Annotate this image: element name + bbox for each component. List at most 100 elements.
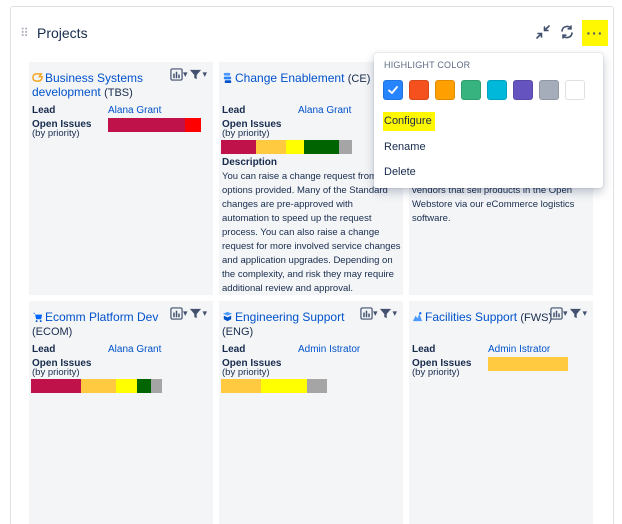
facilities-icon bbox=[412, 312, 423, 322]
by-priority-label: (by priority) bbox=[222, 128, 270, 139]
project-name[interactable]: Change Enablement bbox=[235, 71, 345, 85]
service-desk-icon bbox=[223, 72, 232, 83]
description-line: process. You can also raise a change bbox=[222, 227, 380, 238]
priority-segment[interactable] bbox=[338, 140, 352, 154]
menu-item-configure[interactable]: Configure bbox=[374, 112, 603, 131]
lead-label: Lead bbox=[32, 344, 56, 355]
lead-label: Lead bbox=[412, 344, 436, 355]
priority-segment[interactable] bbox=[108, 118, 186, 132]
priority-segment[interactable] bbox=[286, 140, 304, 154]
chart-dropdown[interactable]: ▾ bbox=[550, 307, 568, 320]
chevron-down-icon: ▾ bbox=[182, 308, 188, 318]
lead-link[interactable]: Alana Grant bbox=[298, 105, 352, 116]
color-swatch[interactable] bbox=[409, 80, 429, 100]
priority-bar[interactable] bbox=[221, 140, 352, 154]
description-line: changes are pre-approved with bbox=[222, 199, 353, 210]
check-icon bbox=[388, 86, 398, 94]
filter-dropdown[interactable]: ▾ bbox=[569, 307, 587, 320]
project-card-tbs: Business Systems development (TBS) ▾ ▾ L… bbox=[29, 62, 213, 295]
chevron-down-icon: ▾ bbox=[562, 308, 568, 318]
project-key: (ECOM) bbox=[32, 326, 73, 338]
priority-segment[interactable] bbox=[116, 379, 138, 393]
priority-segment[interactable] bbox=[31, 379, 81, 393]
by-priority-label: (by priority) bbox=[32, 128, 80, 139]
bar-chart-icon bbox=[170, 68, 183, 81]
open-issues-label: Open Issues bbox=[222, 358, 282, 369]
project-title[interactable]: Engineering Support (ENG) bbox=[222, 310, 372, 339]
menu-item-rename[interactable]: Rename bbox=[384, 141, 426, 153]
filter-icon bbox=[190, 308, 202, 319]
priority-bar[interactable] bbox=[31, 379, 162, 393]
project-icon bbox=[32, 73, 43, 82]
lead-link[interactable]: Admin Istrator bbox=[298, 344, 361, 355]
filter-icon bbox=[190, 69, 202, 80]
color-swatch[interactable] bbox=[565, 80, 585, 100]
priority-segment[interactable] bbox=[221, 140, 257, 154]
engineering-icon bbox=[222, 311, 233, 322]
description-line: Webstore via our eCommerce logistics bbox=[412, 199, 575, 210]
project-description: You can raise a change request from optio… bbox=[222, 170, 400, 295]
project-title[interactable]: Change Enablement (CE) bbox=[222, 71, 372, 86]
chart-dropdown[interactable]: ▾ bbox=[360, 307, 378, 320]
priority-segment[interactable] bbox=[303, 140, 339, 154]
chevron-down-icon: ▾ bbox=[202, 308, 207, 318]
drag-handle-icon[interactable]: ⠿ bbox=[20, 26, 29, 40]
priority-bar[interactable] bbox=[221, 379, 327, 393]
open-issues-label: Open Issues bbox=[222, 119, 282, 130]
color-swatch[interactable] bbox=[487, 80, 507, 100]
lead-link[interactable]: Admin Istrator bbox=[488, 344, 551, 355]
filter-dropdown[interactable]: ▾ bbox=[189, 68, 207, 81]
description-line: automation to speed up the request bbox=[222, 213, 372, 224]
chevron-down-icon: ▾ bbox=[202, 69, 207, 79]
by-priority-label: (by priority) bbox=[412, 367, 460, 378]
priority-segment[interactable] bbox=[256, 140, 287, 154]
priority-segment[interactable] bbox=[185, 118, 201, 132]
by-priority-label: (by priority) bbox=[222, 367, 270, 378]
filter-dropdown[interactable]: ▾ bbox=[189, 307, 207, 320]
priority-segment[interactable] bbox=[306, 379, 327, 393]
chevron-down-icon: ▾ bbox=[372, 308, 378, 318]
description-label: Description bbox=[222, 157, 278, 168]
color-swatch[interactable] bbox=[435, 80, 455, 100]
color-swatches bbox=[383, 80, 585, 100]
project-name[interactable]: Engineering Support bbox=[235, 310, 345, 324]
chart-dropdown[interactable]: ▾ bbox=[170, 307, 188, 320]
priority-bar[interactable] bbox=[488, 357, 568, 371]
bar-chart-icon bbox=[360, 307, 373, 320]
priority-segment[interactable] bbox=[151, 379, 162, 393]
priority-segment[interactable] bbox=[488, 357, 568, 371]
highlight-color-heading: HIGHLIGHT COLOR bbox=[384, 60, 471, 70]
project-description: vendors that sell products in the Open We… bbox=[412, 184, 574, 226]
menu-item-delete[interactable]: Delete bbox=[384, 166, 416, 178]
color-swatch[interactable] bbox=[539, 80, 559, 100]
project-name[interactable]: Ecomm Platform Dev bbox=[45, 310, 159, 324]
description-line: options provided. Many of the Standard bbox=[222, 185, 388, 196]
color-swatch[interactable] bbox=[513, 80, 533, 100]
chevron-down-icon: ▾ bbox=[182, 69, 188, 79]
project-key: (TBS) bbox=[104, 87, 133, 99]
refresh-icon[interactable] bbox=[555, 20, 579, 44]
priority-segment[interactable] bbox=[261, 379, 307, 393]
color-swatch[interactable] bbox=[461, 80, 481, 100]
priority-segment[interactable] bbox=[80, 379, 117, 393]
color-swatch[interactable] bbox=[383, 80, 403, 100]
priority-segment[interactable] bbox=[221, 379, 262, 393]
priority-segment[interactable] bbox=[137, 379, 152, 393]
gadget-title: Projects bbox=[37, 25, 88, 41]
project-key: (ENG) bbox=[222, 326, 254, 338]
more-actions-button[interactable]: ··· bbox=[582, 20, 608, 46]
project-title[interactable]: Business Systems development (TBS) bbox=[32, 71, 182, 100]
project-title[interactable]: Ecomm Platform Dev (ECOM) bbox=[32, 310, 182, 339]
priority-bar[interactable] bbox=[108, 118, 201, 132]
project-name[interactable]: Business Systems development bbox=[32, 71, 144, 99]
project-name[interactable]: Facilities Support bbox=[425, 310, 518, 324]
filter-dropdown[interactable]: ▾ bbox=[379, 307, 397, 320]
lead-link[interactable]: Alana Grant bbox=[108, 344, 162, 355]
chart-dropdown[interactable]: ▾ bbox=[170, 68, 188, 81]
minimize-icon[interactable] bbox=[531, 20, 555, 44]
project-title[interactable]: Facilities Support (FWS) bbox=[412, 310, 562, 325]
lead-link[interactable]: Alana Grant bbox=[108, 105, 162, 116]
project-card-fws: Facilities Support (FWS) ▾ ▾ Lead Admin … bbox=[409, 301, 593, 524]
by-priority-label: (by priority) bbox=[32, 367, 80, 378]
description-line: vendors that sell products in the Open bbox=[412, 185, 573, 196]
